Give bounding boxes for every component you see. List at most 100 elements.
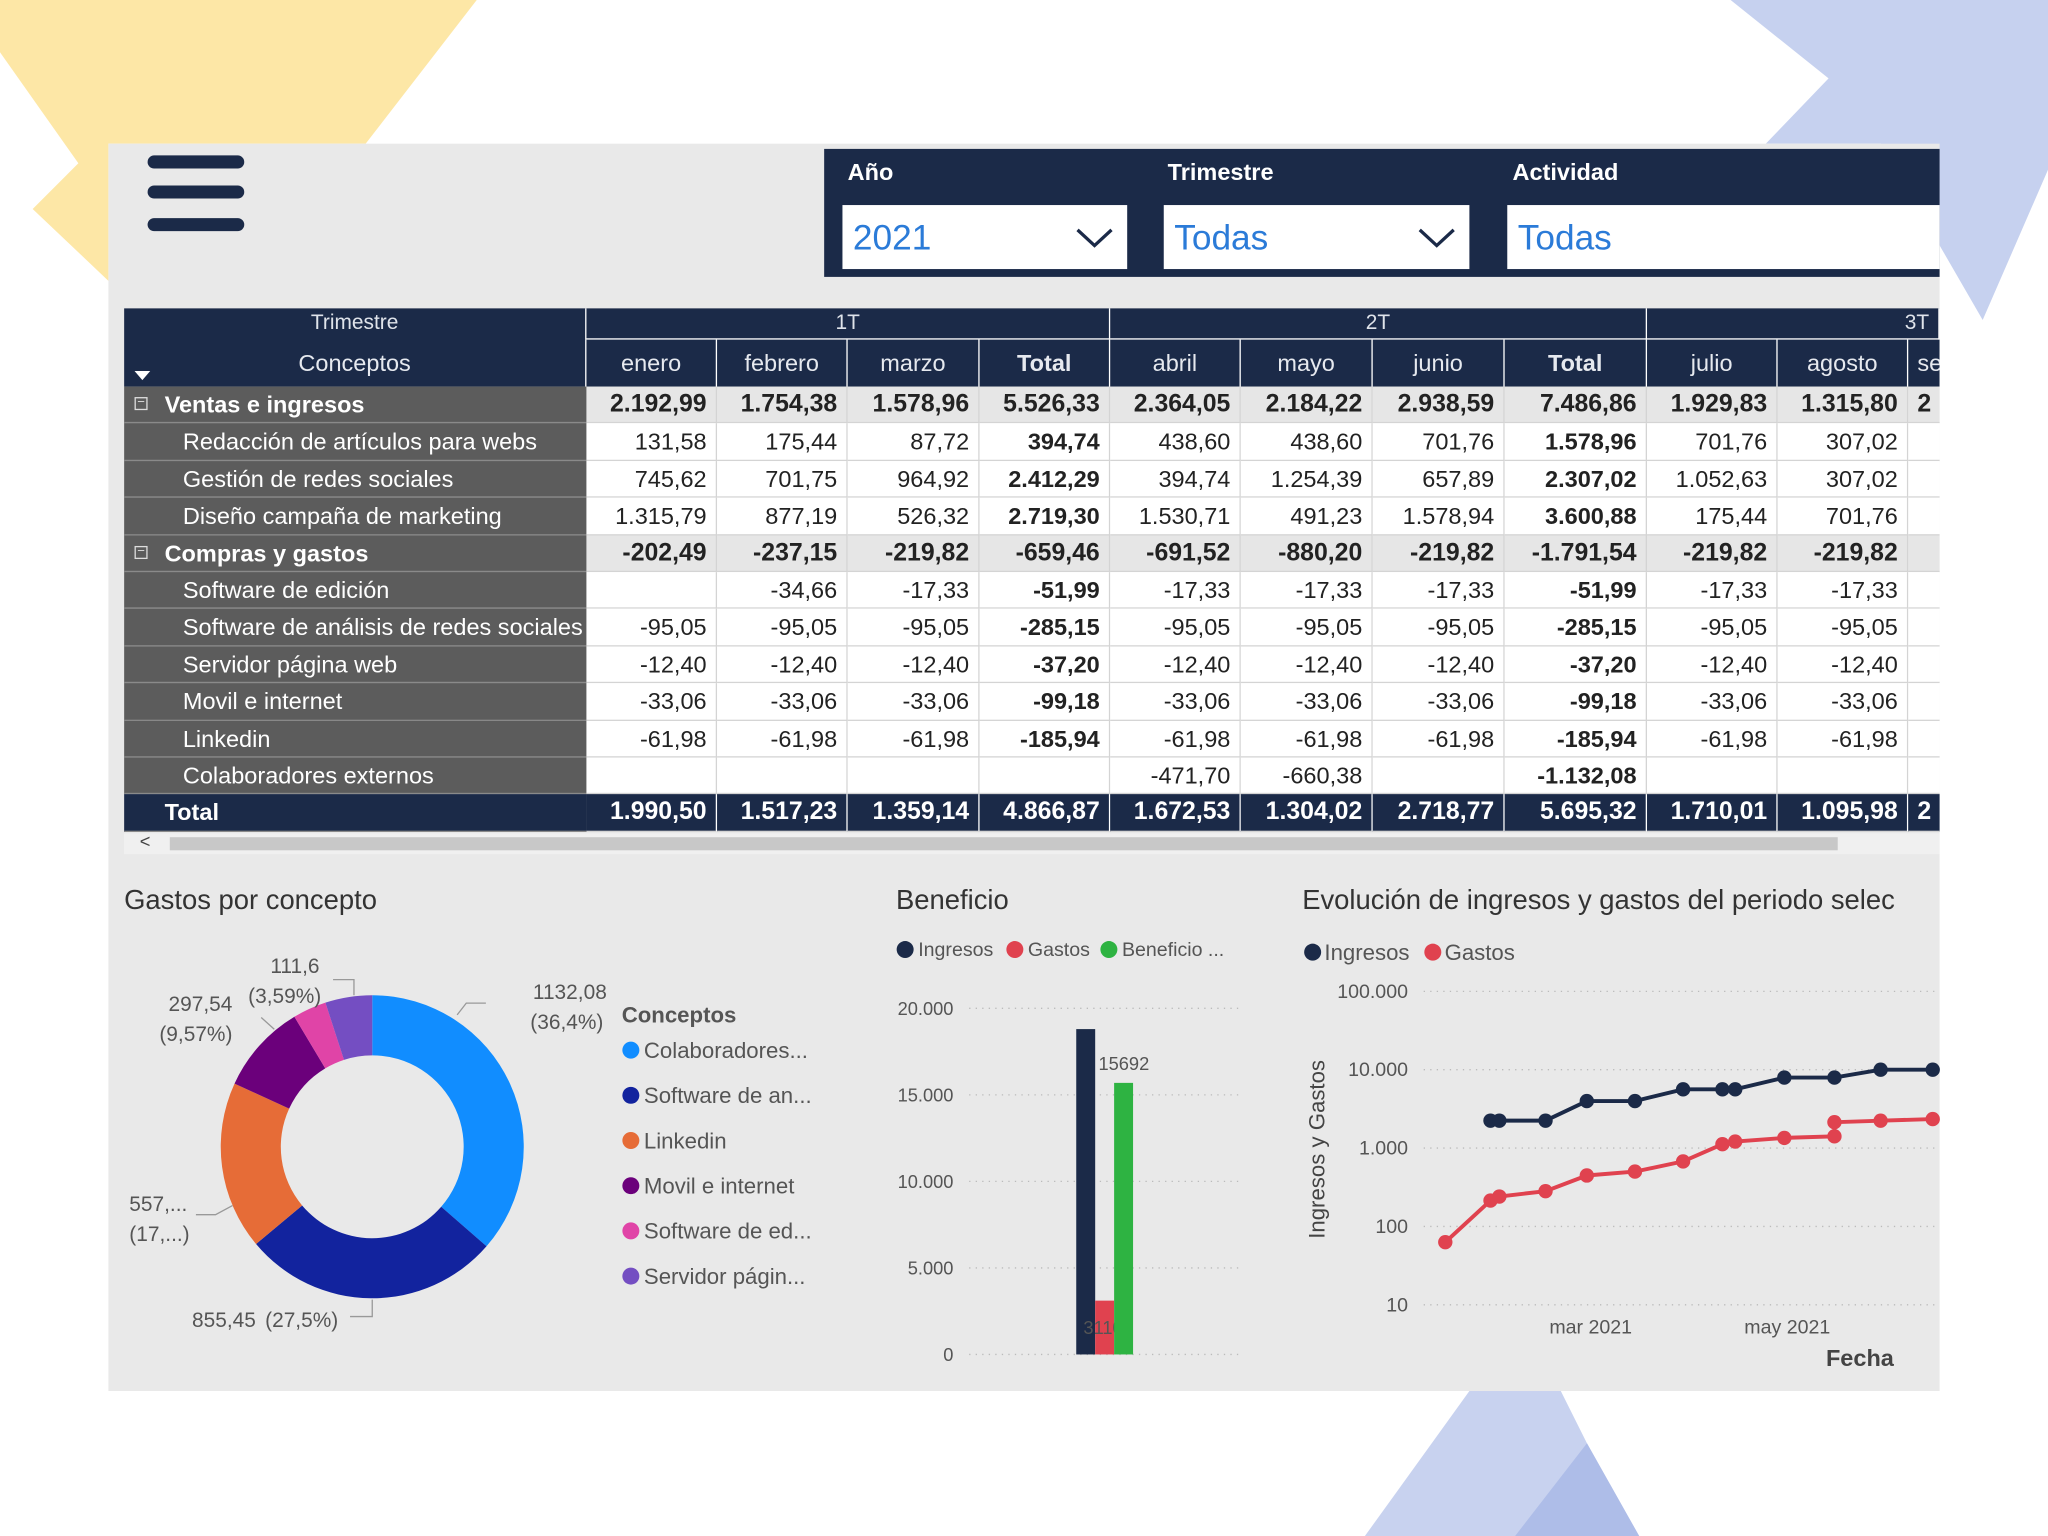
table-cell: 1.578,96 <box>1504 423 1648 461</box>
row-label: Colaboradores externos <box>124 757 587 795</box>
row-label: Gestión de redes sociales <box>124 460 587 498</box>
line-marker <box>1675 1082 1691 1097</box>
table-cell <box>1908 683 1940 721</box>
column-header: julio <box>1647 339 1778 387</box>
line-marker <box>1492 1189 1507 1204</box>
y-tick-label: 10.000 <box>1348 1059 1408 1081</box>
table-cell <box>1908 497 1940 535</box>
scrollbar[interactable]: < <box>124 830 1940 855</box>
decor-shape <box>1730 0 2048 320</box>
chevron <box>1076 228 1113 248</box>
table-cell: -12,40 <box>1647 646 1778 684</box>
dropdown-chevron <box>1418 228 1455 248</box>
legend-dot <box>896 941 914 959</box>
menu-icon[interactable] <box>144 154 248 235</box>
data-label: (36,4%) <box>530 1011 603 1034</box>
line-marker <box>1715 1136 1730 1152</box>
legend-label: Beneficio ... <box>1122 939 1224 961</box>
legend-dot <box>1100 941 1118 959</box>
legend-dot <box>622 1086 640 1104</box>
table-cell: 2 <box>1908 386 1940 424</box>
line-marker <box>1627 1164 1643 1179</box>
table-cell: -237,15 <box>717 534 848 573</box>
table-cell: -61,98 <box>586 720 718 758</box>
table-cell: 2.938,59 <box>1372 386 1505 424</box>
filter-label: Actividad <box>1512 159 1619 186</box>
line <box>1490 1067 1933 1123</box>
dropdown-chevron <box>1076 228 1113 248</box>
column-header: abril <box>1110 339 1241 387</box>
table-cell <box>1908 720 1940 758</box>
row-label: Software de edición <box>124 572 587 610</box>
dropdown[interactable]: 2021 <box>842 205 1128 270</box>
legend-label: Colaboradores... <box>644 1038 808 1063</box>
table-cell: -61,98 <box>717 720 848 758</box>
legend-dot <box>1006 941 1024 959</box>
table-cell: -61,98 <box>1372 720 1505 758</box>
column-header: febrero <box>717 339 848 387</box>
table-cell <box>1777 757 1909 795</box>
scroll-thumb[interactable] <box>169 837 1838 851</box>
table-cell: -185,94 <box>979 720 1111 758</box>
table-cell: -691,52 <box>1110 534 1241 573</box>
table-cell: 175,44 <box>1647 497 1778 535</box>
dropdown[interactable]: Todas <box>1507 205 1940 270</box>
collapse-icon: − <box>134 396 148 411</box>
table-cell: 394,74 <box>1110 460 1241 498</box>
legend-label: Ingresos <box>1324 940 1409 965</box>
table-cell <box>847 757 980 795</box>
total-label: Total <box>124 794 587 832</box>
table-cell: -1.791,54 <box>1504 534 1648 573</box>
table-cell: 1.530,71 <box>1110 497 1241 535</box>
legend-dot <box>622 1222 640 1240</box>
legend-dot <box>622 1132 640 1149</box>
dropdown[interactable]: Todas <box>1163 205 1470 270</box>
table-cell: 745,62 <box>586 460 718 498</box>
table-cell: -95,05 <box>1647 609 1778 647</box>
legend-dot <box>1304 943 1322 961</box>
table-cell: -219,82 <box>1372 534 1505 573</box>
quarter-header: 2T <box>1110 308 1648 340</box>
table-cell: 307,02 <box>1777 460 1909 498</box>
line-marker <box>1492 1113 1507 1128</box>
row-label: Servidor página web <box>124 646 587 684</box>
filter-label: Año <box>847 159 894 186</box>
table-header <box>124 308 1940 387</box>
table-cell: -95,05 <box>1240 609 1373 647</box>
donut-slice <box>220 1083 303 1245</box>
table-cell: -51,99 <box>1504 572 1648 610</box>
line-marker <box>1579 1093 1594 1109</box>
table-cell: 1.710,01 <box>1647 794 1778 832</box>
y-tick-label: 100.000 <box>1337 981 1408 1003</box>
leader-line <box>350 1299 373 1318</box>
y-tick-label: 20.000 <box>898 998 954 1019</box>
table-cell: -95,05 <box>1372 609 1505 647</box>
chart-title: Evolución de ingresos y gastos del perio… <box>1302 884 1895 915</box>
table-cell: 175,44 <box>717 423 848 461</box>
table-cell: -202,49 <box>586 534 718 573</box>
line-marker <box>1538 1113 1553 1128</box>
column-header: junio <box>1373 339 1505 387</box>
scroll-arrow[interactable]: < <box>139 830 151 852</box>
line-marker <box>1627 1093 1643 1109</box>
table-cell: -219,82 <box>1777 534 1909 573</box>
dropdown-value: Todas <box>1517 218 1612 258</box>
donut-slice <box>325 995 373 1060</box>
legend-label: Software de ed... <box>644 1219 812 1244</box>
y-tick-label: 100 <box>1375 1216 1408 1238</box>
table-cell: 4.866,87 <box>979 794 1111 832</box>
table-cell: 1.578,94 <box>1372 497 1505 535</box>
legend-dot <box>622 1267 640 1285</box>
table-cell: 1.315,80 <box>1777 386 1909 424</box>
data-label: 855,45 <box>192 1309 256 1332</box>
table-cell: 3.600,88 <box>1504 497 1648 535</box>
column-header: enero <box>586 339 718 387</box>
line-marker <box>1675 1154 1691 1169</box>
table-cell: 2.184,22 <box>1240 386 1373 424</box>
row-label: Movil e internet <box>124 683 587 721</box>
table-cell: -33,06 <box>1777 683 1909 721</box>
table-cell: 1.990,50 <box>586 794 718 832</box>
table-cell: -61,98 <box>1110 720 1241 758</box>
table-cell: 438,60 <box>1240 423 1373 461</box>
